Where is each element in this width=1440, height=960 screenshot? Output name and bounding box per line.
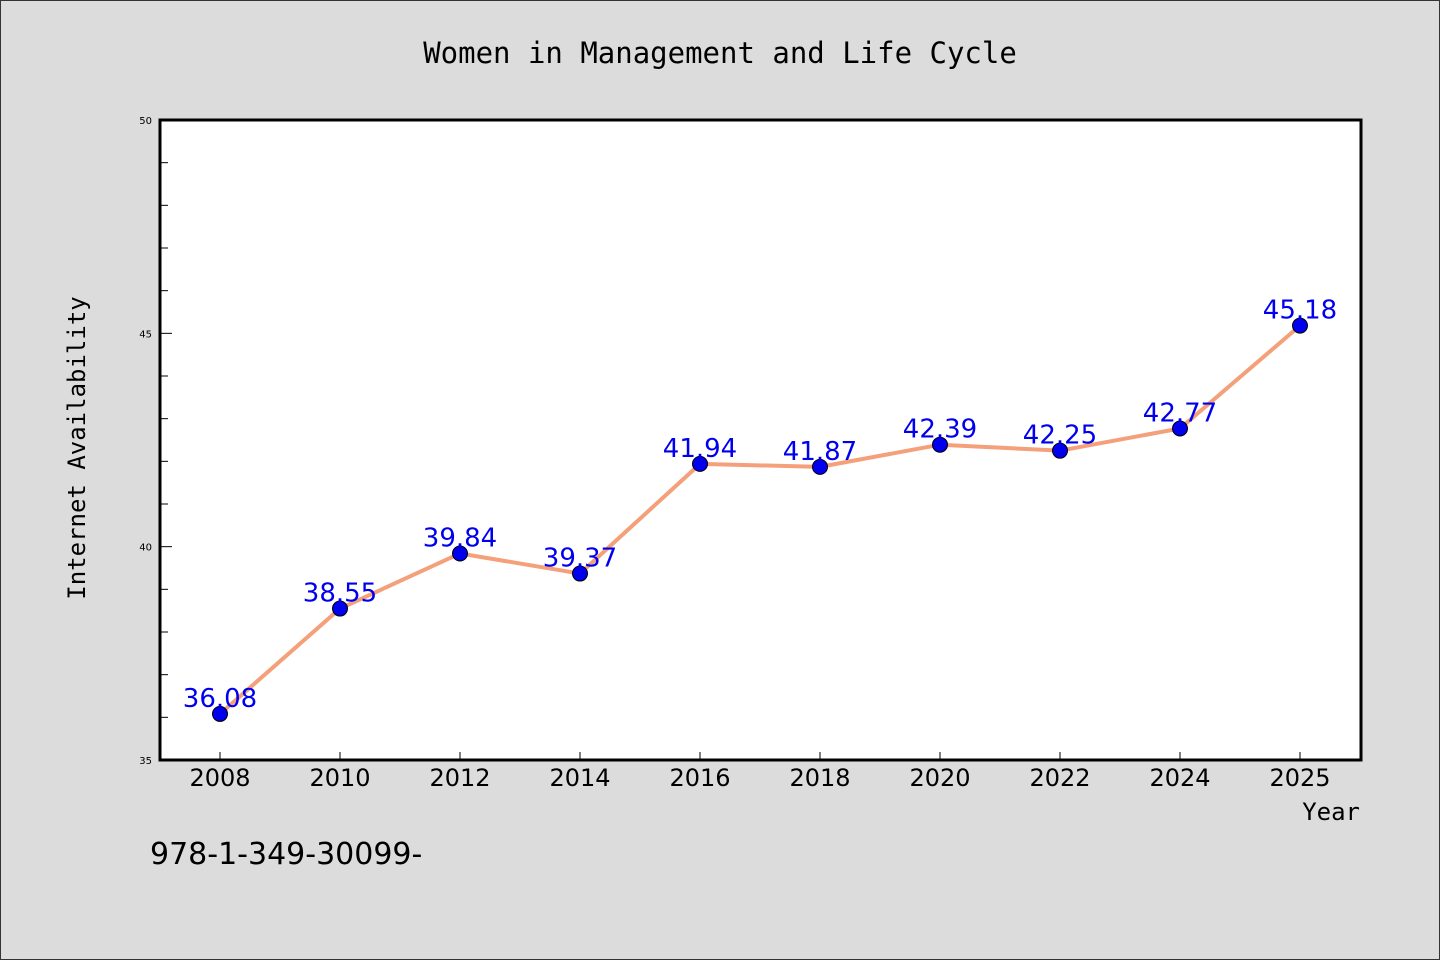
- y-axis: 35 40 45 50: [139, 116, 172, 767]
- data-point: [692, 455, 708, 472]
- data-point: [812, 458, 828, 475]
- footnote-text: 978-1-349-30099-: [150, 837, 422, 872]
- x-tick-label: 2022: [1029, 764, 1090, 792]
- data-point: [212, 705, 228, 722]
- x-tick-label: 2025: [1269, 764, 1330, 792]
- x-axis-label: Year: [1302, 798, 1360, 826]
- x-tick-label: 2008: [189, 764, 250, 792]
- y-tick-label: 45: [139, 329, 152, 340]
- data-point: [1052, 442, 1068, 459]
- x-tick-label: 2010: [309, 764, 370, 792]
- x-tick-label: 2016: [669, 764, 730, 792]
- data-point: [452, 545, 468, 562]
- data-label: 42.39: [903, 415, 977, 445]
- y-tick-label: 35: [139, 756, 152, 767]
- data-point: [932, 436, 948, 453]
- x-tick-label: 2018: [789, 764, 850, 792]
- data-point: [572, 565, 588, 582]
- data-label: 36.08: [183, 684, 257, 714]
- plot-area: [160, 120, 1361, 760]
- y-axis-label: Internet Availability: [63, 296, 91, 599]
- series-layer: 36.08 38.55 39.84 39.37 41.94 41.87 42.39 42.25…: [183, 296, 1337, 722]
- data-label: 42.77: [1143, 398, 1217, 428]
- data-label: 42.25: [1023, 421, 1097, 451]
- data-point: [1172, 420, 1188, 437]
- x-tick-label: 2020: [909, 764, 970, 792]
- y-tick-label: 40: [139, 543, 152, 554]
- series-line: [218, 323, 1302, 716]
- data-label: 39.37: [543, 544, 617, 574]
- x-tick-label: 2024: [1149, 764, 1210, 792]
- data-label: 39.84: [423, 523, 497, 553]
- x-axis: 2008 2010 2012 2014 2016 2018 2020 2022 2024 2025: [189, 752, 1331, 792]
- data-label: 45.18: [1263, 296, 1337, 326]
- data-label: 38.55: [303, 579, 377, 609]
- x-tick-label: 2014: [549, 764, 610, 792]
- chart-title: Women in Management and Life Cycle: [423, 36, 1017, 70]
- x-tick-label: 2012: [429, 764, 490, 792]
- y-tick-label: 50: [139, 116, 152, 127]
- data-point: [1292, 317, 1308, 334]
- data-label: 41.87: [783, 437, 857, 467]
- data-label: 41.94: [663, 434, 737, 464]
- data-point: [332, 600, 348, 617]
- plot-border: [158, 118, 1363, 762]
